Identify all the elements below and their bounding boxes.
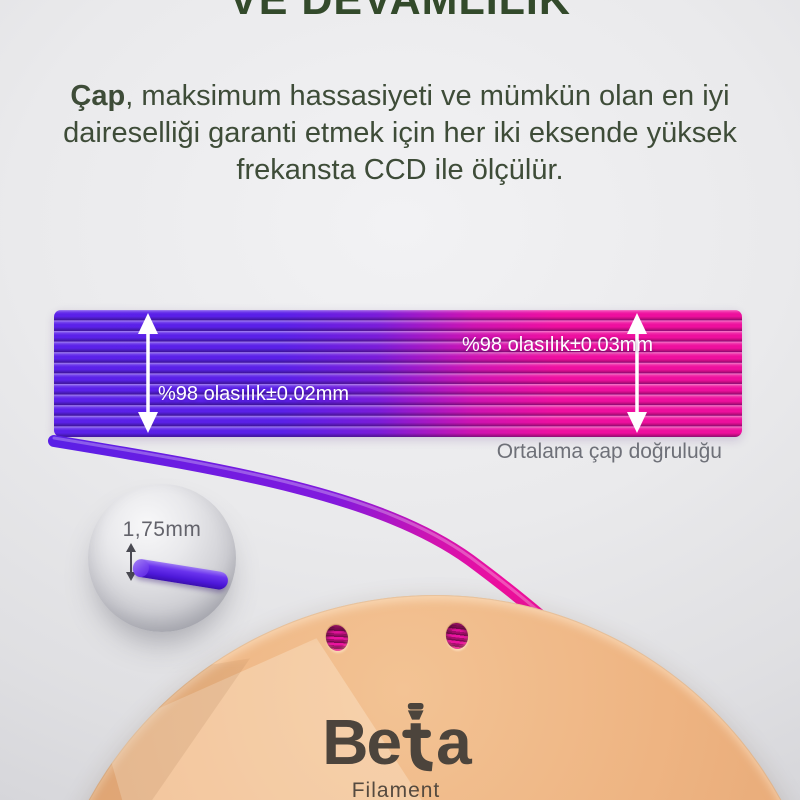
brand-text-after-t: a <box>436 706 472 778</box>
intro-body: , maksimum hassasiyeti ve mümkün olan en… <box>63 80 737 186</box>
tolerance-arrow-right-icon <box>627 313 647 433</box>
filament-sample <box>132 558 230 591</box>
brand-logo-t-nozzle-icon <box>402 703 433 772</box>
intro-lead: Çap <box>70 80 126 112</box>
band-caption: Ortalama çap doğruluğu <box>496 440 722 463</box>
brand-subtitle: Filament <box>351 779 441 800</box>
brand-text-before-t: Be <box>322 706 402 778</box>
magnifier-ball: 1,75mm <box>88 484 236 632</box>
page-title: VE DEVAMLILIK <box>229 0 571 24</box>
intro-text: Çap, maksimum hassasiyeti ve mümkün olan… <box>60 78 740 189</box>
diameter-label: 1,75mm <box>122 518 202 541</box>
diameter-arrow-icon <box>126 543 136 581</box>
tolerance-label-left: %98 olasılık±0.02mm <box>158 383 350 405</box>
filament-band <box>54 310 742 437</box>
spool-shading <box>40 595 800 800</box>
brand-wordmark: Be a <box>296 703 496 774</box>
tolerance-arrow-left-icon <box>138 313 158 433</box>
tolerance-label-right: %98 olasılık±0.03mm <box>462 334 654 356</box>
brand-logo: Be a Filament <box>296 703 496 800</box>
